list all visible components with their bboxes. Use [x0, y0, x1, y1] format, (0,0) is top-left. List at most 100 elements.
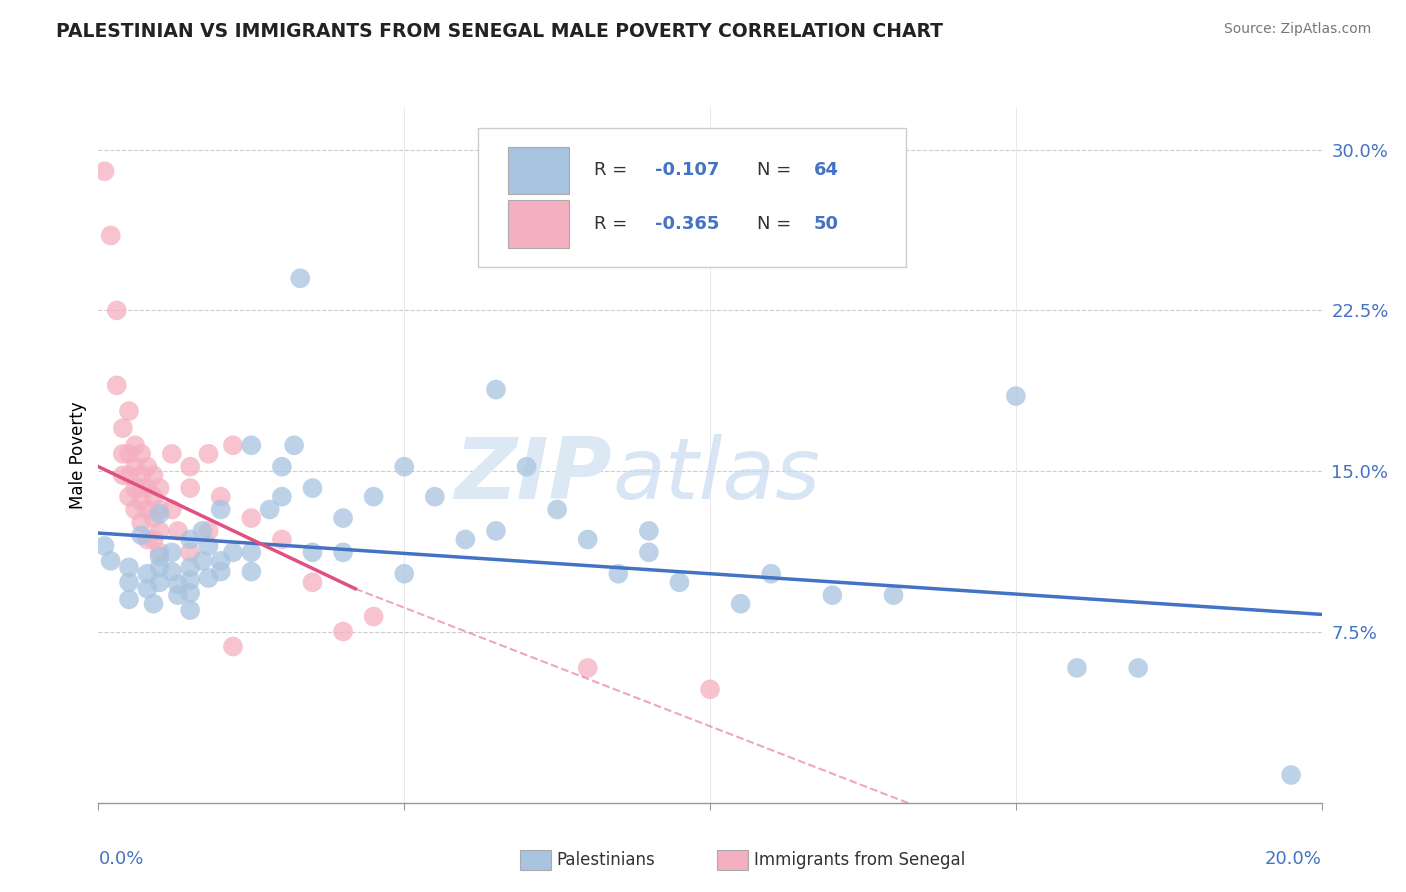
Point: [546, 502, 568, 516]
Point: [576, 533, 599, 547]
Point: [699, 682, 721, 697]
Point: [149, 575, 172, 590]
Point: [637, 545, 661, 559]
Point: [124, 481, 146, 495]
Point: [179, 481, 201, 495]
Point: [759, 566, 782, 581]
Point: [283, 438, 305, 452]
Point: [485, 524, 508, 538]
Point: [392, 566, 416, 581]
Point: [124, 502, 146, 516]
Point: [363, 490, 385, 504]
Point: [111, 468, 134, 483]
Bar: [508, 201, 569, 248]
Text: 0.0%: 0.0%: [98, 850, 143, 868]
Point: [149, 545, 172, 559]
Point: [149, 549, 172, 564]
Point: [179, 603, 201, 617]
Point: [129, 468, 152, 483]
Text: ZIP: ZIP: [454, 434, 612, 517]
Point: [301, 481, 323, 495]
Point: [222, 545, 245, 559]
Point: [124, 438, 146, 452]
Point: [454, 533, 477, 547]
Point: [197, 571, 219, 585]
Point: [637, 524, 661, 538]
Text: 64: 64: [814, 161, 839, 178]
Point: [270, 459, 292, 474]
Point: [485, 383, 508, 397]
Point: [129, 528, 152, 542]
Point: [105, 303, 128, 318]
Text: Source: ZipAtlas.com: Source: ZipAtlas.com: [1223, 22, 1371, 37]
Point: [100, 554, 122, 568]
Point: [105, 378, 128, 392]
Point: [191, 524, 214, 538]
Point: [1066, 661, 1088, 675]
Point: [730, 597, 752, 611]
Point: [129, 516, 152, 530]
Point: [160, 565, 183, 579]
Point: [118, 560, 141, 574]
Point: [179, 573, 201, 587]
Point: [301, 575, 323, 590]
Text: 50: 50: [814, 215, 839, 233]
Point: [136, 502, 159, 516]
Point: [136, 481, 159, 495]
Point: [142, 597, 165, 611]
Text: PALESTINIAN VS IMMIGRANTS FROM SENEGAL MALE POVERTY CORRELATION CHART: PALESTINIAN VS IMMIGRANTS FROM SENEGAL M…: [56, 22, 943, 41]
Point: [149, 507, 172, 521]
Point: [142, 490, 165, 504]
Point: [259, 502, 281, 516]
Point: [118, 575, 141, 590]
Point: [136, 459, 159, 474]
Point: [149, 560, 172, 574]
Point: [363, 609, 385, 624]
Point: [240, 511, 263, 525]
Point: [301, 545, 323, 559]
Point: [332, 511, 354, 525]
Point: [149, 502, 172, 516]
Point: [93, 539, 115, 553]
Point: [167, 577, 190, 591]
Point: [191, 554, 214, 568]
Point: [270, 490, 292, 504]
Point: [167, 588, 190, 602]
Point: [118, 447, 141, 461]
Point: [142, 468, 165, 483]
Point: [142, 511, 165, 525]
Point: [129, 481, 152, 495]
Point: [197, 539, 219, 553]
Point: [240, 545, 263, 559]
Point: [1004, 389, 1026, 403]
Point: [290, 271, 312, 285]
Point: [883, 588, 905, 602]
Point: [270, 533, 292, 547]
Point: [209, 502, 232, 516]
Text: -0.107: -0.107: [655, 161, 720, 178]
Point: [129, 447, 152, 461]
Text: Immigrants from Senegal: Immigrants from Senegal: [754, 851, 965, 869]
FancyBboxPatch shape: [478, 128, 905, 267]
Point: [607, 566, 630, 581]
Point: [160, 447, 183, 461]
Point: [160, 545, 183, 559]
Point: [209, 565, 232, 579]
Bar: [508, 146, 569, 194]
Point: [124, 459, 146, 474]
Point: [668, 575, 690, 590]
Text: Palestinians: Palestinians: [557, 851, 655, 869]
Point: [129, 494, 152, 508]
Point: [240, 438, 263, 452]
Text: atlas: atlas: [612, 434, 820, 517]
Point: [160, 502, 183, 516]
Point: [149, 481, 172, 495]
Text: -0.365: -0.365: [655, 215, 720, 233]
Text: N =: N =: [756, 215, 797, 233]
Point: [516, 459, 538, 474]
Point: [576, 661, 599, 675]
Point: [179, 533, 201, 547]
Text: N =: N =: [756, 161, 797, 178]
Point: [209, 554, 232, 568]
Point: [118, 468, 141, 483]
